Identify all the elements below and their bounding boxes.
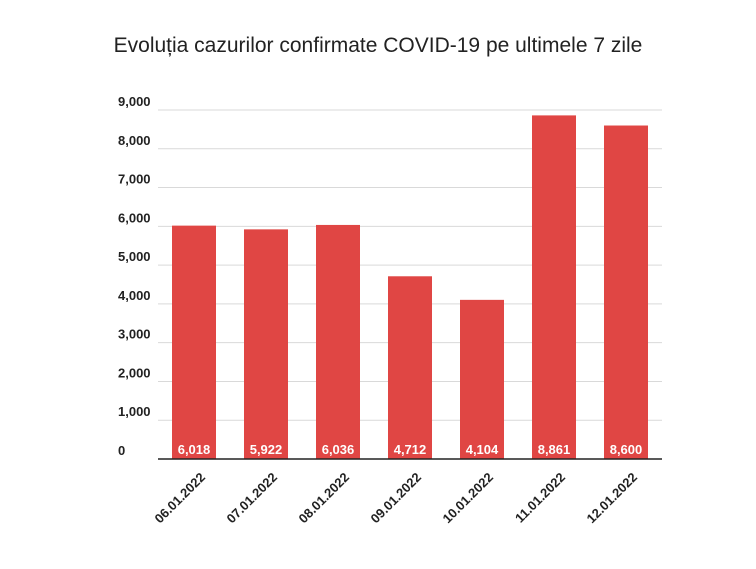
y-tick-label: 3,000 xyxy=(118,327,151,342)
y-tick-label: 4,000 xyxy=(118,288,151,303)
x-tick-label: 07.01.2022 xyxy=(223,470,280,527)
bar-09.01.2022 xyxy=(388,276,432,459)
y-tick-label: 8,000 xyxy=(118,133,151,148)
bar-08.01.2022 xyxy=(316,224,360,459)
data-label: 4,104 xyxy=(466,442,499,457)
data-label: 5,922 xyxy=(250,442,283,457)
y-tick-label: 9,000 xyxy=(118,94,151,109)
bar-11.01.2022 xyxy=(532,115,576,460)
data-label: 4,712 xyxy=(394,442,427,457)
bar-06.01.2022 xyxy=(172,225,216,459)
data-label: 6,018 xyxy=(178,442,211,457)
x-tick-label: 11.01.2022 xyxy=(512,470,568,526)
x-tick-label: 08.01.2022 xyxy=(295,470,352,527)
data-label: 8,861 xyxy=(538,442,571,457)
bar-12.01.2022 xyxy=(604,125,648,459)
y-tick-label: 5,000 xyxy=(118,249,151,264)
data-labels: 6,018 5,922 6,036 4,712 4,104 8,861 8,600 xyxy=(178,442,643,457)
bar-10.01.2022 xyxy=(460,299,504,459)
y-tick-label: 7,000 xyxy=(118,172,151,187)
data-label: 6,036 xyxy=(322,442,355,457)
chart-title: Evoluția cazurilor confirmate COVID-19 p… xyxy=(113,34,643,57)
x-tick-label: 09.01.2022 xyxy=(367,470,424,527)
y-tick-label: 6,000 xyxy=(118,210,151,225)
y-tick-label: 0 xyxy=(118,443,125,458)
y-tick-label: 2,000 xyxy=(118,365,151,380)
x-tick-label: 10.01.2022 xyxy=(439,470,496,527)
bar-07.01.2022 xyxy=(244,229,288,459)
x-tick-label: 12.01.2022 xyxy=(583,470,640,527)
y-tick-label: 1,000 xyxy=(118,404,151,419)
x-axis-ticks: 06.01.2022 07.01.2022 08.01.2022 09.01.2022… xyxy=(151,470,640,527)
data-label: 8,600 xyxy=(610,442,643,457)
x-tick-label: 06.01.2022 xyxy=(151,470,208,527)
y-axis-ticks: 0 1,000 2,000 3,000 4,000 5,000 6,000 7,000 8,00… xyxy=(118,94,151,458)
bars xyxy=(172,115,648,460)
